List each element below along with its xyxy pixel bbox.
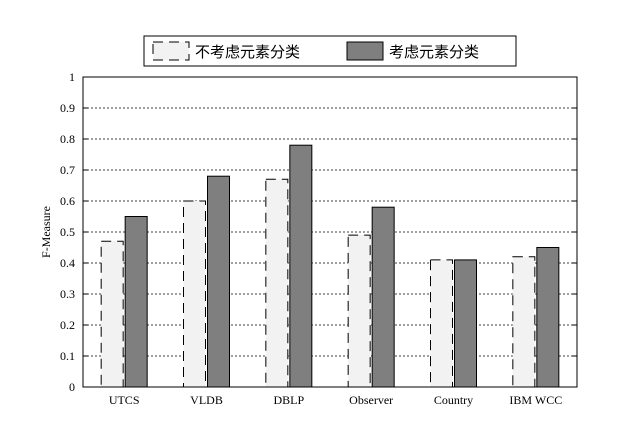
y-tick-label: 0.9 [60,101,75,115]
bar-dblp-series-1 [265,178,289,388]
legend-label-series-1: 不考虑元素分类 [195,43,300,61]
x-tick-label: VLDB [190,393,223,407]
y-tick-label: 0.4 [60,256,75,270]
y-tick-label: 0 [69,380,75,394]
bar-country-series-1 [430,259,453,388]
bars [100,144,560,388]
x-tick-label: UTCS [109,393,140,407]
x-tick-label: Country [434,393,473,407]
legend: 不考虑元素分类 考虑元素分类 [143,35,517,67]
y-tick-label: 0.2 [60,318,75,332]
x-tick-label: Observer [349,393,393,407]
bar-utcs-series-1 [100,240,124,388]
y-tick-label: 0.7 [60,163,75,177]
bar-vldb-series-2 [207,175,230,388]
y-tick-label: 0.1 [60,349,75,363]
y-tick-label: 1 [69,70,75,84]
y-tick-label: 0.6 [60,194,75,208]
x-tick-label: IBM WCC [509,393,562,407]
legend-swatch-series-1 [152,41,190,61]
bar-observer-series-2 [371,206,395,388]
legend-label-series-2: 考虑元素分类 [389,43,479,61]
bar-ibm-wcc-series-2 [536,247,560,388]
plot-frame [82,76,578,388]
legend-swatch-series-2 [346,41,384,61]
y-axis-ticks: 0 0.1 0.2 0.3 0.4 0.5 0.6 0.7 0.8 0.9 1 [60,70,577,394]
y-tick-label: 0.8 [60,132,75,146]
grid-lines [83,107,577,357]
bar-observer-series-1 [347,234,371,388]
y-tick-label: 0.3 [60,287,75,301]
bar-vldb-series-1 [183,200,206,388]
bar-utcs-series-2 [124,216,148,388]
bar-dblp-series-2 [289,144,313,388]
x-tick-label: DBLP [273,393,304,407]
bar-ibm-wcc-series-1 [512,256,536,388]
x-axis-ticks: UTCS VLDB DBLP Observer Country IBM WCC [109,393,562,407]
bar-country-series-2 [454,259,477,388]
legend-box [143,35,517,67]
y-tick-label: 0.5 [60,225,75,239]
y-axis-label: F-Measure [39,206,53,258]
